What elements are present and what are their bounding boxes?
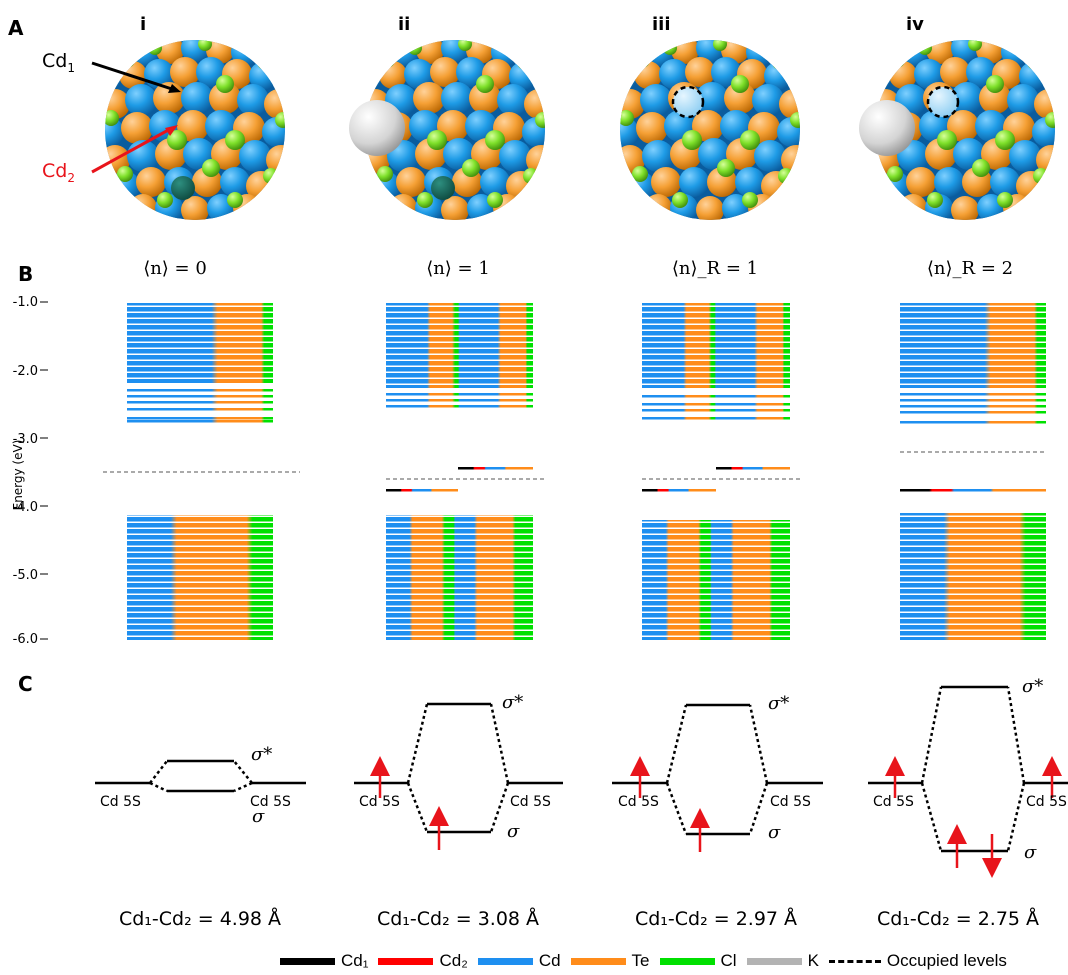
electron-arrows xyxy=(370,756,1062,878)
mo-diagrams: Cd 5S Cd 5S σ* σ Cd 5S Cd 5S σ* σ Cd 5S … xyxy=(95,676,1068,878)
potassium-atom xyxy=(349,100,405,156)
legend-item-k: K xyxy=(746,951,819,971)
swatch-cd2 xyxy=(378,957,434,965)
bond-length-3: Cd₁-Cd₂ = 2.75 Å xyxy=(876,908,1040,930)
mo-diagram-2 xyxy=(612,703,823,836)
cluster-ii xyxy=(349,34,556,224)
svg-text:Cd 5S: Cd 5S xyxy=(618,794,659,810)
mo-text-labels: Cd 5S Cd 5S σ* σ Cd 5S Cd 5S σ* σ Cd 5S … xyxy=(100,676,1067,863)
svg-text:Cd 5S: Cd 5S xyxy=(770,794,811,810)
svg-text:Cd 5S: Cd 5S xyxy=(250,794,291,810)
svg-text:Cd 5S: Cd 5S xyxy=(873,794,914,810)
vacancy-marker xyxy=(671,85,705,119)
tick--1.0: -1.0 xyxy=(13,295,38,310)
svg-text:σ: σ xyxy=(1024,842,1037,863)
tick--6.0: -6.0 xyxy=(13,632,38,645)
swatch-cl xyxy=(659,957,715,965)
pdos-levels xyxy=(103,303,1046,640)
legend-label-cd1: Cd₁ xyxy=(341,951,369,970)
bond-length-2: Cd₁-Cd₂ = 2.97 Å xyxy=(634,908,798,930)
levels-col-3 xyxy=(900,303,1046,640)
legend-item-cl: Cl xyxy=(659,951,737,971)
structure-i-label: i xyxy=(140,14,147,35)
legend: Cd₁ Cd₂ Cd Te Cl K Occupied levels xyxy=(280,950,1017,972)
legend-item-occupied: Occupied levels xyxy=(828,951,1007,971)
levels-col-1 xyxy=(386,303,547,640)
panel-a-label: A xyxy=(8,16,24,40)
swatch-cd xyxy=(477,957,533,965)
cluster-iii xyxy=(608,34,811,224)
state-label-2: ⟨n⟩_R = 1 xyxy=(671,258,759,279)
tick--4.0: -4.0 xyxy=(13,500,38,515)
panel-c-label: C xyxy=(18,672,33,696)
legend-label-cd: Cd xyxy=(538,951,561,970)
svg-text:σ*: σ* xyxy=(1022,676,1043,697)
legend-item-te: Te xyxy=(570,951,650,971)
legend-label-cl: Cl xyxy=(720,951,737,970)
legend-label-occupied: Occupied levels xyxy=(886,951,1007,970)
legend-item-cd1: Cd₁ xyxy=(280,951,368,971)
cd2-label: Cd2 xyxy=(42,160,75,185)
swatch-te xyxy=(570,957,626,965)
svg-text:Cd 5S: Cd 5S xyxy=(1026,794,1067,810)
legend-label-k: K xyxy=(807,951,819,970)
legend-item-cd: Cd xyxy=(477,951,561,971)
legend-label-te: Te xyxy=(631,951,650,970)
svg-text:Cd 5S: Cd 5S xyxy=(359,794,400,810)
bond-length-0: Cd₁-Cd₂ = 4.98 Å xyxy=(118,908,282,930)
energy-axis: -1.0 -2.0 -3.0 -4.0 -5.0 -6.0 Energy (eV… xyxy=(11,295,48,645)
cd1-pointer xyxy=(91,61,176,92)
bond-length-1: Cd₁-Cd₂ = 3.08 Å xyxy=(376,908,540,930)
svg-text:σ: σ xyxy=(768,822,781,843)
cd2-pointer xyxy=(91,126,173,174)
svg-text:σ: σ xyxy=(507,821,520,842)
state-label-0: ⟨n⟩ = 0 xyxy=(143,258,207,279)
mo-diagram-3 xyxy=(868,685,1068,853)
structure-ii-label: ii xyxy=(398,14,411,35)
svg-text:σ*: σ* xyxy=(251,744,272,765)
legend-item-cd2: Cd₂ xyxy=(378,951,468,971)
state-label-3: ⟨n⟩_R = 2 xyxy=(926,258,1014,279)
levels-col-0 xyxy=(103,303,300,640)
svg-text:Cd 5S: Cd 5S xyxy=(510,794,551,810)
tick--3.0: -3.0 xyxy=(13,432,38,447)
swatch-k xyxy=(746,957,802,965)
svg-text:σ*: σ* xyxy=(502,692,523,713)
structure-iii-label: iii xyxy=(652,14,671,35)
legend-label-cd2: Cd₂ xyxy=(439,951,468,970)
state-label-1: ⟨n⟩ = 1 xyxy=(426,258,490,279)
structure-iv-label: iv xyxy=(906,14,924,35)
tick--2.0: -2.0 xyxy=(13,364,38,379)
svg-text:Cd 5S: Cd 5S xyxy=(100,794,141,810)
swatch-occupied xyxy=(828,959,881,963)
panel-b-label: B xyxy=(18,262,34,286)
cd1-label: Cd1 xyxy=(42,50,75,75)
cluster-i xyxy=(93,34,296,224)
mo-diagram-0 xyxy=(95,759,306,793)
levels-col-2 xyxy=(642,303,802,640)
nanocluster-renderings xyxy=(91,0,1068,240)
cluster-iv xyxy=(859,34,1066,224)
energy-axis-label: Energy (eV) xyxy=(11,440,25,511)
svg-text:σ: σ xyxy=(252,806,265,827)
swatch-cd1 xyxy=(280,957,335,965)
mo-diagram-1 xyxy=(354,702,563,834)
tick--5.0: -5.0 xyxy=(13,568,38,583)
svg-text:σ*: σ* xyxy=(768,693,789,714)
